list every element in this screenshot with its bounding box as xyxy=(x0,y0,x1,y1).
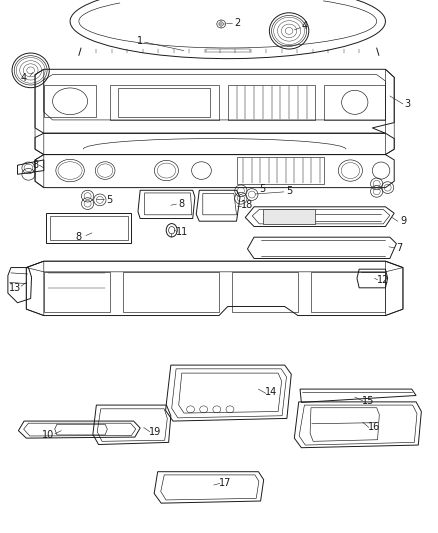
Text: 8: 8 xyxy=(76,232,82,242)
Text: 9: 9 xyxy=(400,216,406,226)
Text: 15: 15 xyxy=(362,396,374,406)
Text: 2: 2 xyxy=(234,19,240,28)
Text: 5: 5 xyxy=(260,184,266,194)
Text: 17: 17 xyxy=(219,479,232,488)
Text: 8: 8 xyxy=(32,160,38,170)
Text: 16: 16 xyxy=(368,423,381,432)
Text: 12: 12 xyxy=(377,275,389,285)
Text: 8: 8 xyxy=(179,199,185,209)
Text: 5: 5 xyxy=(286,186,292,196)
Text: 11: 11 xyxy=(176,227,188,237)
Polygon shape xyxy=(263,209,315,224)
Text: 19: 19 xyxy=(149,427,162,437)
Text: 13: 13 xyxy=(9,283,21,293)
Text: 4: 4 xyxy=(301,21,307,30)
Text: 10: 10 xyxy=(42,431,54,440)
Text: 3: 3 xyxy=(404,99,410,109)
Text: 4: 4 xyxy=(21,73,27,83)
Text: 1: 1 xyxy=(137,36,143,45)
Text: 5: 5 xyxy=(106,195,113,205)
Text: 14: 14 xyxy=(265,387,278,397)
Text: 7: 7 xyxy=(396,243,403,253)
Text: 18: 18 xyxy=(241,200,254,210)
